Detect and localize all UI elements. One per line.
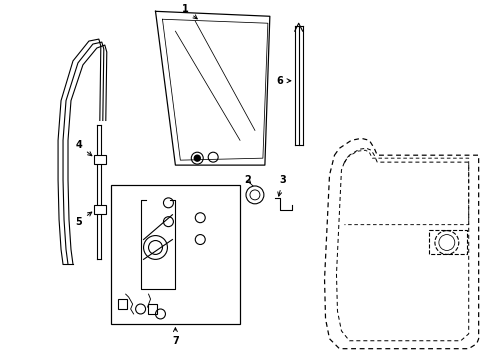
Bar bbox=[111, 185, 240, 324]
Text: 4: 4 bbox=[76, 140, 92, 156]
Bar bbox=[118, 299, 126, 309]
Text: 7: 7 bbox=[172, 328, 179, 346]
Text: 2: 2 bbox=[244, 175, 251, 185]
Bar bbox=[428, 230, 466, 255]
Text: 3: 3 bbox=[277, 175, 285, 196]
Bar bbox=[147, 304, 156, 314]
Circle shape bbox=[194, 155, 200, 161]
Text: 6: 6 bbox=[276, 76, 290, 86]
Bar bbox=[94, 155, 105, 164]
Bar bbox=[94, 205, 105, 214]
Text: 1: 1 bbox=[182, 4, 197, 19]
Text: 5: 5 bbox=[76, 212, 92, 227]
